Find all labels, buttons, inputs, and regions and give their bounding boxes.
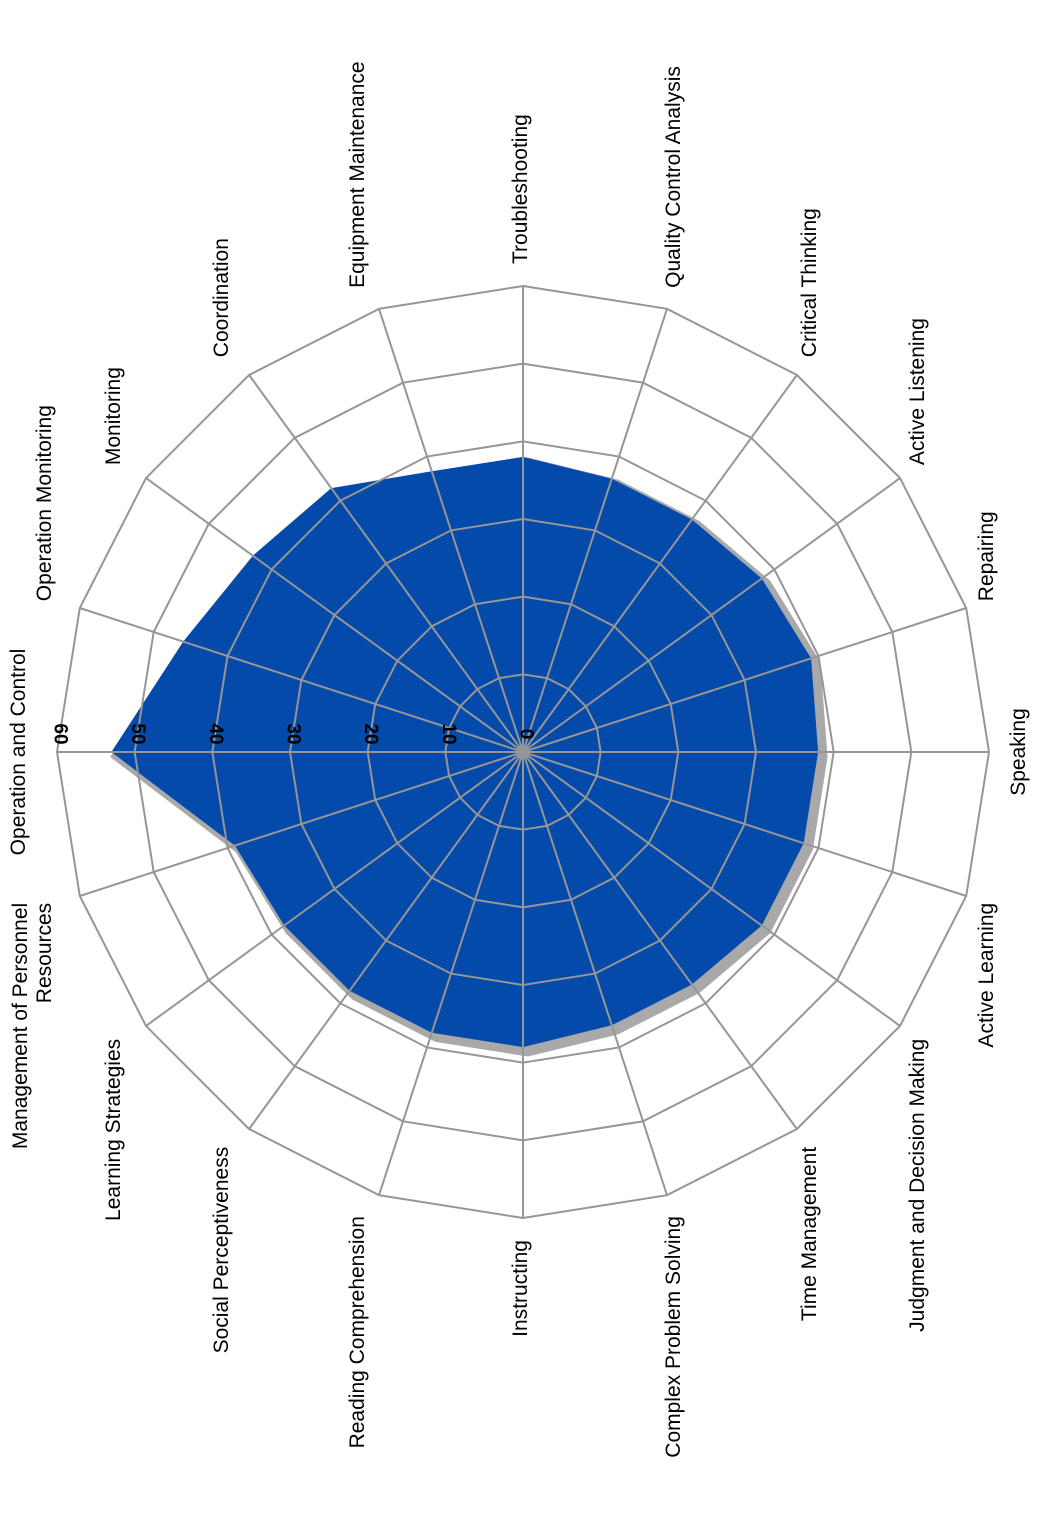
category-label-group-10: Instructing (509, 1240, 532, 1337)
category-label: Operation and Control (7, 649, 30, 856)
category-label: Judgment and Decision Making (906, 1039, 929, 1332)
category-label: Learning Strategies (102, 1039, 125, 1221)
radial-tick-30: 30 (283, 723, 304, 744)
category-label-group-8: Time Management (798, 1147, 821, 1321)
spoke-1 (522, 308, 668, 753)
category-label-group-13: Learning Strategies (102, 1039, 125, 1221)
category-label-group-14: Management of PersonnelResources (9, 903, 56, 1149)
category-label-group-4: Repairing (975, 511, 998, 601)
radial-tick-labels: 0 10 20 30 40 50 60 (50, 723, 537, 744)
category-label-group-6: Active Learning (975, 903, 998, 1048)
spoke-8 (522, 751, 798, 1130)
category-label: Reading Comprehension (346, 1216, 369, 1448)
category-label: Social Perceptiveness (210, 1147, 233, 1354)
category-label-group-7: Judgment and Decision Making (906, 1039, 929, 1332)
spoke-2 (522, 374, 798, 753)
spoke-13 (145, 751, 524, 1027)
category-labels: Troubleshooting Quality Control Analysis C… (7, 61, 1030, 1457)
category-label-line: Coordination (210, 238, 233, 357)
category-label-line: Social Perceptiveness (210, 1147, 233, 1354)
category-label: Monitoring (102, 367, 125, 465)
spoke-9 (522, 751, 668, 1196)
category-label-line: Repairing (975, 511, 998, 601)
spoke-4 (522, 607, 967, 753)
spoke-16 (79, 607, 524, 753)
category-label-line: Instructing (509, 1240, 532, 1337)
category-label: Troubleshooting (509, 114, 532, 264)
category-label-line: Operation and Control (7, 649, 30, 856)
radar-plot-area (110, 456, 828, 1057)
category-label-line: Operation Monitoring (33, 405, 56, 601)
category-label: Operation Monitoring (33, 405, 56, 601)
category-label-group-11: Reading Comprehension (346, 1216, 369, 1448)
spoke-3 (522, 477, 901, 753)
spoke-17 (145, 477, 524, 753)
category-label: Quality Control Analysis (662, 66, 685, 288)
category-label-line: Learning Strategies (102, 1039, 125, 1221)
category-label-line: Active Learning (975, 903, 998, 1048)
category-label-line: Time Management (798, 1147, 821, 1321)
category-label-line: Equipment Maintenance (346, 61, 369, 287)
radial-tick-60: 60 (50, 723, 71, 744)
category-label: Time Management (798, 1147, 821, 1321)
category-label-group-15: Operation and Control (7, 649, 30, 856)
category-label: Active Listening (906, 318, 929, 465)
category-label-group-3: Active Listening (906, 318, 929, 465)
category-label-group-17: Monitoring (102, 367, 125, 465)
category-label: Speaking (1007, 708, 1030, 796)
category-label-group-9: Complex Problem Solving (662, 1216, 685, 1458)
category-label-group-5: Speaking (1007, 708, 1030, 796)
spoke-19 (378, 308, 524, 753)
category-label-line: Management of Personnel (9, 903, 32, 1149)
category-label-group-18: Coordination (210, 238, 233, 357)
spoke-12 (248, 751, 524, 1130)
category-label-line: Resources (33, 903, 56, 1003)
category-label: Active Learning (975, 903, 998, 1048)
category-label-group-2: Critical Thinking (798, 208, 821, 357)
category-label: Management of PersonnelResources (9, 903, 56, 1149)
category-label-group-19: Equipment Maintenance (346, 61, 369, 287)
spoke-6 (522, 751, 967, 897)
radial-tick-50: 50 (127, 723, 148, 744)
category-label-line: Active Listening (906, 318, 929, 465)
spoke-14 (79, 751, 524, 897)
spoke-7 (522, 751, 901, 1027)
category-label-line: Speaking (1007, 708, 1030, 796)
category-label: Complex Problem Solving (662, 1216, 685, 1458)
category-label: Repairing (975, 511, 998, 601)
category-label-line: Reading Comprehension (346, 1216, 369, 1448)
category-label-line: Monitoring (102, 367, 125, 465)
category-label-line: Complex Problem Solving (662, 1216, 685, 1458)
category-label-line: Quality Control Analysis (662, 66, 685, 288)
radial-tick-20: 20 (360, 723, 381, 744)
radial-tick-0: 0 (516, 729, 537, 740)
spoke-11 (378, 751, 524, 1196)
spoke-18 (248, 374, 524, 753)
category-label-group-12: Social Perceptiveness (210, 1147, 233, 1354)
category-label-line: Critical Thinking (798, 208, 821, 357)
category-label: Coordination (210, 238, 233, 357)
category-label: Instructing (509, 1240, 532, 1337)
category-label-group-16: Operation Monitoring (33, 405, 56, 601)
radar-grid (55, 284, 991, 1220)
category-label: Equipment Maintenance (346, 61, 369, 287)
category-label-group-0: Troubleshooting (509, 114, 532, 264)
category-label-group-1: Quality Control Analysis (662, 66, 685, 288)
category-label: Critical Thinking (798, 208, 821, 357)
category-label-line: Judgment and Decision Making (906, 1039, 929, 1332)
radial-tick-10: 10 (438, 723, 459, 744)
radial-tick-40: 40 (205, 723, 226, 744)
category-label-line: Troubleshooting (509, 114, 532, 264)
